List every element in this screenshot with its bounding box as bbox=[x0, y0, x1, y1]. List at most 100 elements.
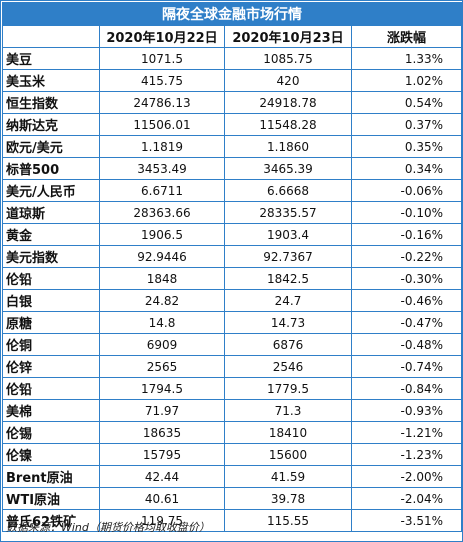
row-name: 欧元/美元 bbox=[2, 135, 100, 158]
row-name: 美元指数 bbox=[2, 245, 100, 268]
row-name: 恒生指数 bbox=[2, 91, 100, 114]
market-table: 隔夜全球金融市场行情 2020年10月22日 2020年10月23日 涨跌幅 美… bbox=[2, 2, 462, 532]
table-row: 伦锡 18635 18410 -1.21% bbox=[2, 421, 462, 444]
row-value-date2: 115.55 bbox=[224, 509, 352, 532]
row-value-date1: 71.97 bbox=[99, 399, 225, 422]
row-name: 伦锡 bbox=[2, 421, 100, 444]
header-date2: 2020年10月23日 bbox=[224, 25, 352, 48]
table-title: 隔夜全球金融市场行情 bbox=[2, 2, 462, 26]
row-value-date1: 42.44 bbox=[99, 465, 225, 488]
row-value-date2: 92.7367 bbox=[224, 245, 352, 268]
table-row: 美元指数 92.9446 92.7367 -0.22% bbox=[2, 245, 462, 268]
table-row: 普氏62铁矿 119.75 115.55 -3.51% bbox=[2, 509, 462, 532]
row-change: 0.35% bbox=[351, 135, 462, 158]
table-row: 欧元/美元 1.1819 1.1860 0.35% bbox=[2, 135, 462, 158]
table-row: 伦镍 15795 15600 -1.23% bbox=[2, 443, 462, 466]
table-row: 伦锌 2565 2546 -0.74% bbox=[2, 355, 462, 378]
row-value-date1: 28363.66 bbox=[99, 201, 225, 224]
row-value-date2: 1903.4 bbox=[224, 223, 352, 246]
header-date1: 2020年10月22日 bbox=[99, 25, 225, 48]
row-value-date2: 15600 bbox=[224, 443, 352, 466]
row-name: 美玉米 bbox=[2, 69, 100, 92]
row-value-date1: 1794.5 bbox=[99, 377, 225, 400]
row-change: -3.51% bbox=[351, 509, 462, 532]
row-value-date2: 420 bbox=[224, 69, 352, 92]
row-value-date1: 6909 bbox=[99, 333, 225, 356]
row-value-date2: 24918.78 bbox=[224, 91, 352, 114]
row-value-date2: 3465.39 bbox=[224, 157, 352, 180]
row-name: 美元/人民币 bbox=[2, 179, 100, 202]
row-value-date2: 6.6668 bbox=[224, 179, 352, 202]
row-value-date1: 92.9446 bbox=[99, 245, 225, 268]
row-value-date2: 1842.5 bbox=[224, 267, 352, 290]
row-name: 伦铜 bbox=[2, 333, 100, 356]
row-name: 伦锌 bbox=[2, 355, 100, 378]
row-name: WTI原油 bbox=[2, 487, 100, 510]
row-value-date1: 11506.01 bbox=[99, 113, 225, 136]
table-row: 白银 24.82 24.7 -0.46% bbox=[2, 289, 462, 312]
row-value-date1: 415.75 bbox=[99, 69, 225, 92]
row-change: -0.74% bbox=[351, 355, 462, 378]
row-name: 美豆 bbox=[2, 47, 100, 70]
row-change: 0.54% bbox=[351, 91, 462, 114]
table-row: 美元/人民币 6.6711 6.6668 -0.06% bbox=[2, 179, 462, 202]
row-change: -2.00% bbox=[351, 465, 462, 488]
row-change: -0.22% bbox=[351, 245, 462, 268]
row-change: 1.33% bbox=[351, 47, 462, 70]
row-name: 美棉 bbox=[2, 399, 100, 422]
row-change: 1.02% bbox=[351, 69, 462, 92]
row-value-date1: 14.8 bbox=[99, 311, 225, 334]
row-change: -0.47% bbox=[351, 311, 462, 334]
table-row: 恒生指数 24786.13 24918.78 0.54% bbox=[2, 91, 462, 114]
row-change: -0.06% bbox=[351, 179, 462, 202]
row-value-date2: 2546 bbox=[224, 355, 352, 378]
header-change: 涨跌幅 bbox=[351, 25, 462, 48]
table-row: 美玉米 415.75 420 1.02% bbox=[2, 69, 462, 92]
row-value-date2: 18410 bbox=[224, 421, 352, 444]
row-value-date2: 14.73 bbox=[224, 311, 352, 334]
row-value-date2: 39.78 bbox=[224, 487, 352, 510]
row-change: -0.16% bbox=[351, 223, 462, 246]
row-value-date1: 3453.49 bbox=[99, 157, 225, 180]
row-change: -0.84% bbox=[351, 377, 462, 400]
table-row: 原糖 14.8 14.73 -0.47% bbox=[2, 311, 462, 334]
row-value-date1: 18635 bbox=[99, 421, 225, 444]
row-change: -0.93% bbox=[351, 399, 462, 422]
row-change: 0.37% bbox=[351, 113, 462, 136]
row-value-date1: 2565 bbox=[99, 355, 225, 378]
row-value-date2: 24.7 bbox=[224, 289, 352, 312]
row-value-date1: 1906.5 bbox=[99, 223, 225, 246]
row-change: -0.48% bbox=[351, 333, 462, 356]
row-name: 普氏62铁矿 bbox=[2, 509, 100, 532]
row-name: 纳斯达克 bbox=[2, 113, 100, 136]
row-value-date1: 24.82 bbox=[99, 289, 225, 312]
row-value-date1: 6.6711 bbox=[99, 179, 225, 202]
row-name: 伦镍 bbox=[2, 443, 100, 466]
row-value-date2: 6876 bbox=[224, 333, 352, 356]
row-value-date1: 24786.13 bbox=[99, 91, 225, 114]
row-value-date1: 1071.5 bbox=[99, 47, 225, 70]
row-value-date1: 40.61 bbox=[99, 487, 225, 510]
row-value-date2: 1085.75 bbox=[224, 47, 352, 70]
table-row: WTI原油 40.61 39.78 -2.04% bbox=[2, 487, 462, 510]
row-value-date2: 1779.5 bbox=[224, 377, 352, 400]
row-name: 原糖 bbox=[2, 311, 100, 334]
row-value-date2: 28335.57 bbox=[224, 201, 352, 224]
row-value-date2: 41.59 bbox=[224, 465, 352, 488]
table-row: 伦铅 1848 1842.5 -0.30% bbox=[2, 267, 462, 290]
row-change: -1.21% bbox=[351, 421, 462, 444]
row-value-date2: 1.1860 bbox=[224, 135, 352, 158]
row-name: 黄金 bbox=[2, 223, 100, 246]
table-row: 标普500 3453.49 3465.39 0.34% bbox=[2, 157, 462, 180]
title-row: 隔夜全球金融市场行情 bbox=[2, 2, 462, 26]
row-name: 道琼斯 bbox=[2, 201, 100, 224]
table-row: 纳斯达克 11506.01 11548.28 0.37% bbox=[2, 113, 462, 136]
table-row: Brent原油 42.44 41.59 -2.00% bbox=[2, 465, 462, 488]
row-value-date1: 15795 bbox=[99, 443, 225, 466]
table-row: 伦铅 1794.5 1779.5 -0.84% bbox=[2, 377, 462, 400]
table-row: 黄金 1906.5 1903.4 -0.16% bbox=[2, 223, 462, 246]
header-row: 2020年10月22日 2020年10月23日 涨跌幅 bbox=[2, 25, 462, 48]
row-change: -0.46% bbox=[351, 289, 462, 312]
table-row: 美豆 1071.5 1085.75 1.33% bbox=[2, 47, 462, 70]
